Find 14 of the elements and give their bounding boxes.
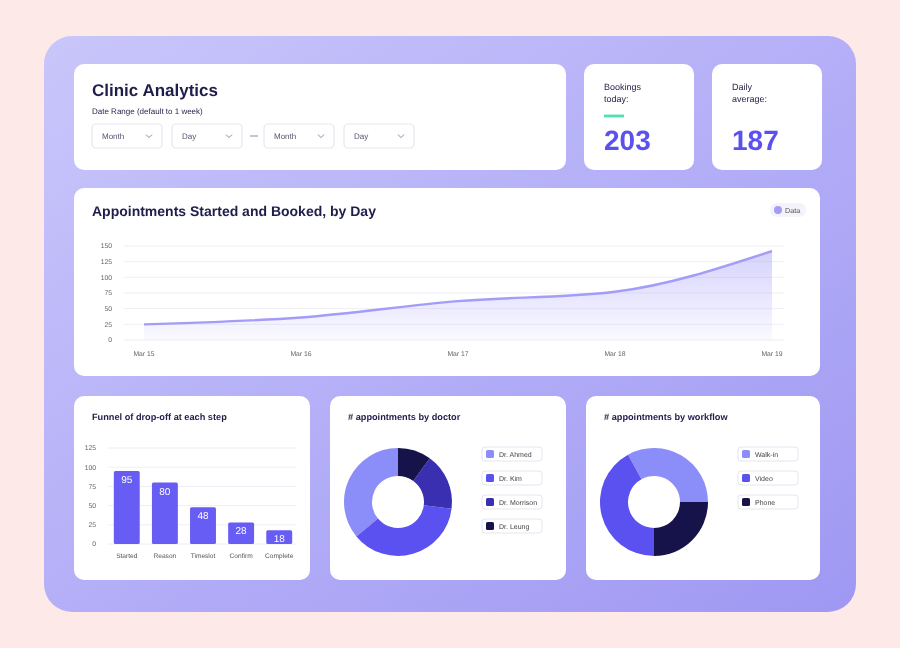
bar	[151, 482, 178, 544]
donut-slice	[398, 448, 430, 481]
bar	[190, 507, 216, 544]
text: 203	[604, 124, 652, 156]
donut-slice	[413, 458, 452, 509]
donut-slice	[654, 502, 708, 556]
donut-slice	[627, 448, 708, 502]
text: Clinic Analytics	[92, 80, 219, 100]
text: 187	[732, 124, 780, 156]
donut-slice	[600, 454, 654, 556]
donut-slice	[344, 448, 398, 537]
donut-slice	[356, 505, 452, 556]
bar	[228, 522, 255, 544]
bar	[113, 471, 140, 544]
